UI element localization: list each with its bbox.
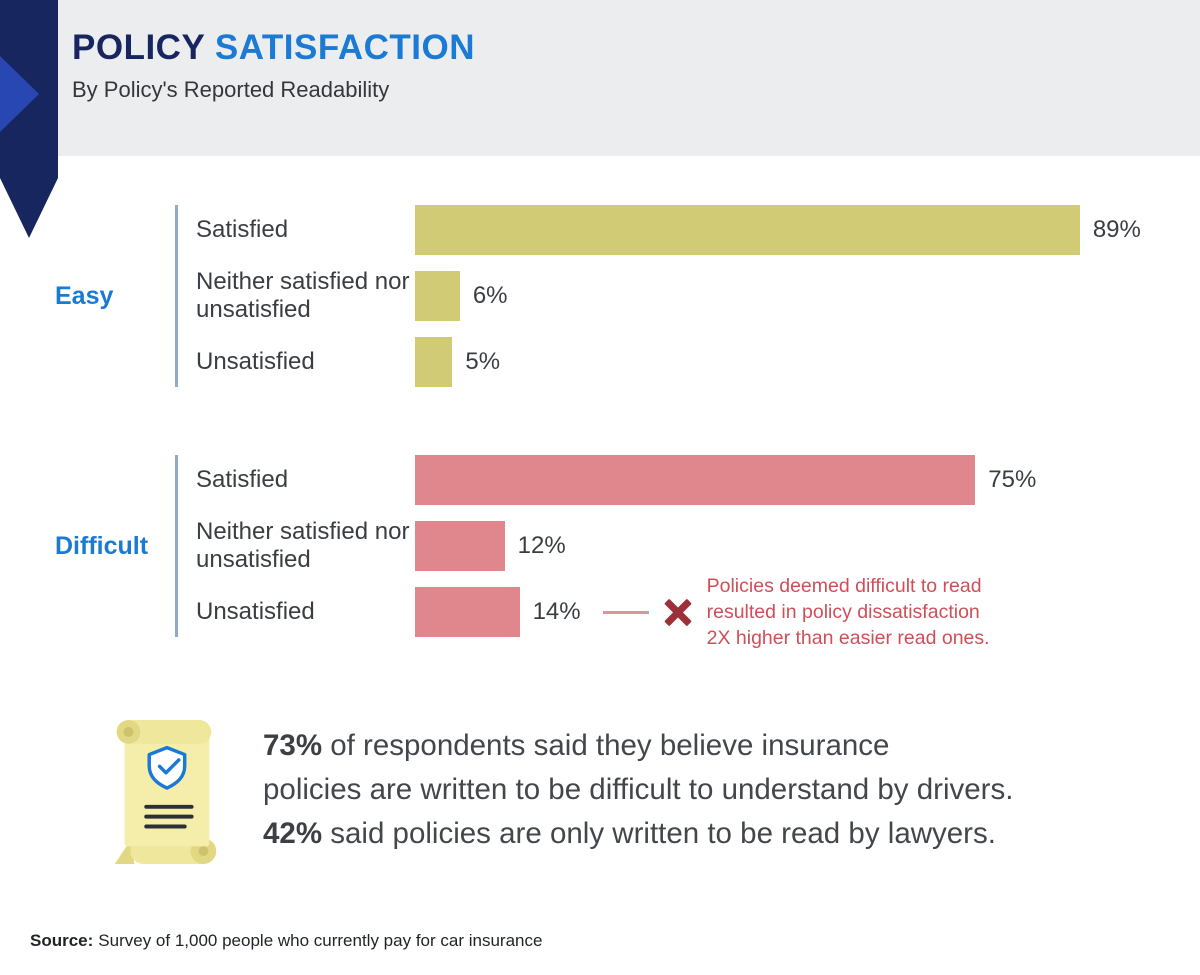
bar-difficult-satisfied <box>415 455 976 505</box>
category-label: Satisfied <box>196 216 289 243</box>
category-label: Neither satisfied nor unsatisfied <box>196 518 410 573</box>
page-subtitle: By Policy's Reported Readability <box>72 77 390 102</box>
group-rows: Satisfied 89% Neither satisfied nor unsa… <box>178 205 1200 387</box>
value-label: 89% <box>1092 216 1141 243</box>
group-label-difficult: Difficult <box>55 531 149 560</box>
group-rows: Satisfied 75% Neither satisfied nor unsa… <box>178 455 1200 649</box>
page-title-primary: POLICY <box>72 28 205 67</box>
corner-ribbon-decoration <box>0 0 75 245</box>
group-label-easy: Easy <box>55 281 114 310</box>
annotation-line: resulted in policy dissatisfaction <box>706 601 980 623</box>
callout-line: policies are written to be difficult to … <box>263 773 1014 806</box>
bar-difficult-neither <box>415 521 505 571</box>
bar-easy-neither <box>415 271 460 321</box>
page-title: POLICY SATISFACTION <box>72 28 475 68</box>
bar-track: 75% <box>415 455 1200 505</box>
chart-group-easy: Easy Satisfied 89% Neither satisfied nor… <box>0 205 1200 387</box>
bar-track: 5% <box>415 337 1200 387</box>
bar-difficult-unsatisfied <box>415 587 520 637</box>
bar-row: Satisfied 89% <box>178 205 1200 255</box>
annotation-connector-line <box>602 610 649 614</box>
stat-callout: 73% of respondents said they believe ins… <box>95 714 1013 872</box>
source-label: Source: <box>30 931 94 950</box>
x-mark-icon <box>663 597 693 627</box>
annotation-text: Policies deemed difficult to read result… <box>707 573 990 651</box>
bar-track: 12% <box>415 521 1200 571</box>
source-text: Survey of 1,000 people who currently pay… <box>98 931 543 950</box>
annotation-line: Policies deemed difficult to read <box>706 575 982 597</box>
value-label: 5% <box>465 348 501 375</box>
bar-easy-unsatisfied <box>415 337 453 387</box>
chart-group-difficult: Difficult Satisfied 75% Neither satisfie… <box>0 455 1200 649</box>
bar-track: 89% <box>415 205 1200 255</box>
bar-track: 14% Policies deemed difficult to read re… <box>415 575 1200 649</box>
callout-line: 42% said policies are only written to be… <box>263 817 996 850</box>
bar-row: Neither satisfied nor unsatisfied 12% <box>178 518 1200 573</box>
value-label: 14% <box>532 598 581 625</box>
value-label: 12% <box>517 532 566 559</box>
callout-stat: 73% <box>263 729 323 762</box>
category-label: Unsatisfied <box>196 348 315 375</box>
bar-row: Satisfied 75% <box>178 455 1200 505</box>
bar-easy-satisfied <box>415 205 1080 255</box>
header-band <box>0 0 1200 156</box>
group-divider-line <box>175 455 178 637</box>
ribbon-graphic <box>0 0 58 238</box>
callout-text: 73% of respondents said they believe ins… <box>263 724 1013 856</box>
policy-scroll-icon <box>114 720 217 864</box>
category-label: Neither satisfied nor unsatisfied <box>196 268 410 323</box>
value-label: 75% <box>988 466 1037 493</box>
bar-track: 6% <box>415 271 1200 321</box>
category-label: Satisfied <box>196 466 289 493</box>
bar-chart: Easy Satisfied 89% Neither satisfied nor… <box>0 205 1200 649</box>
source-note: Source: Survey of 1,000 people who curren… <box>30 931 542 951</box>
group-divider-line <box>175 205 178 387</box>
annotation-line: 2X higher than easier read ones. <box>706 627 990 649</box>
callout-line: 73% of respondents said they believe ins… <box>263 729 890 762</box>
page-title-secondary: SATISFACTION <box>214 28 475 67</box>
bar-row: Unsatisfied 5% <box>178 337 1200 387</box>
bar-row: Neither satisfied nor unsatisfied 6% <box>178 268 1200 323</box>
callout-stat: 42% <box>263 817 323 850</box>
category-label: Unsatisfied <box>196 598 315 625</box>
header-titles: POLICY SATISFACTION By Policy's Reported… <box>72 28 475 103</box>
value-label: 6% <box>472 282 508 309</box>
bar-row: Unsatisfied 14% Policies deemed difficul… <box>178 575 1200 649</box>
